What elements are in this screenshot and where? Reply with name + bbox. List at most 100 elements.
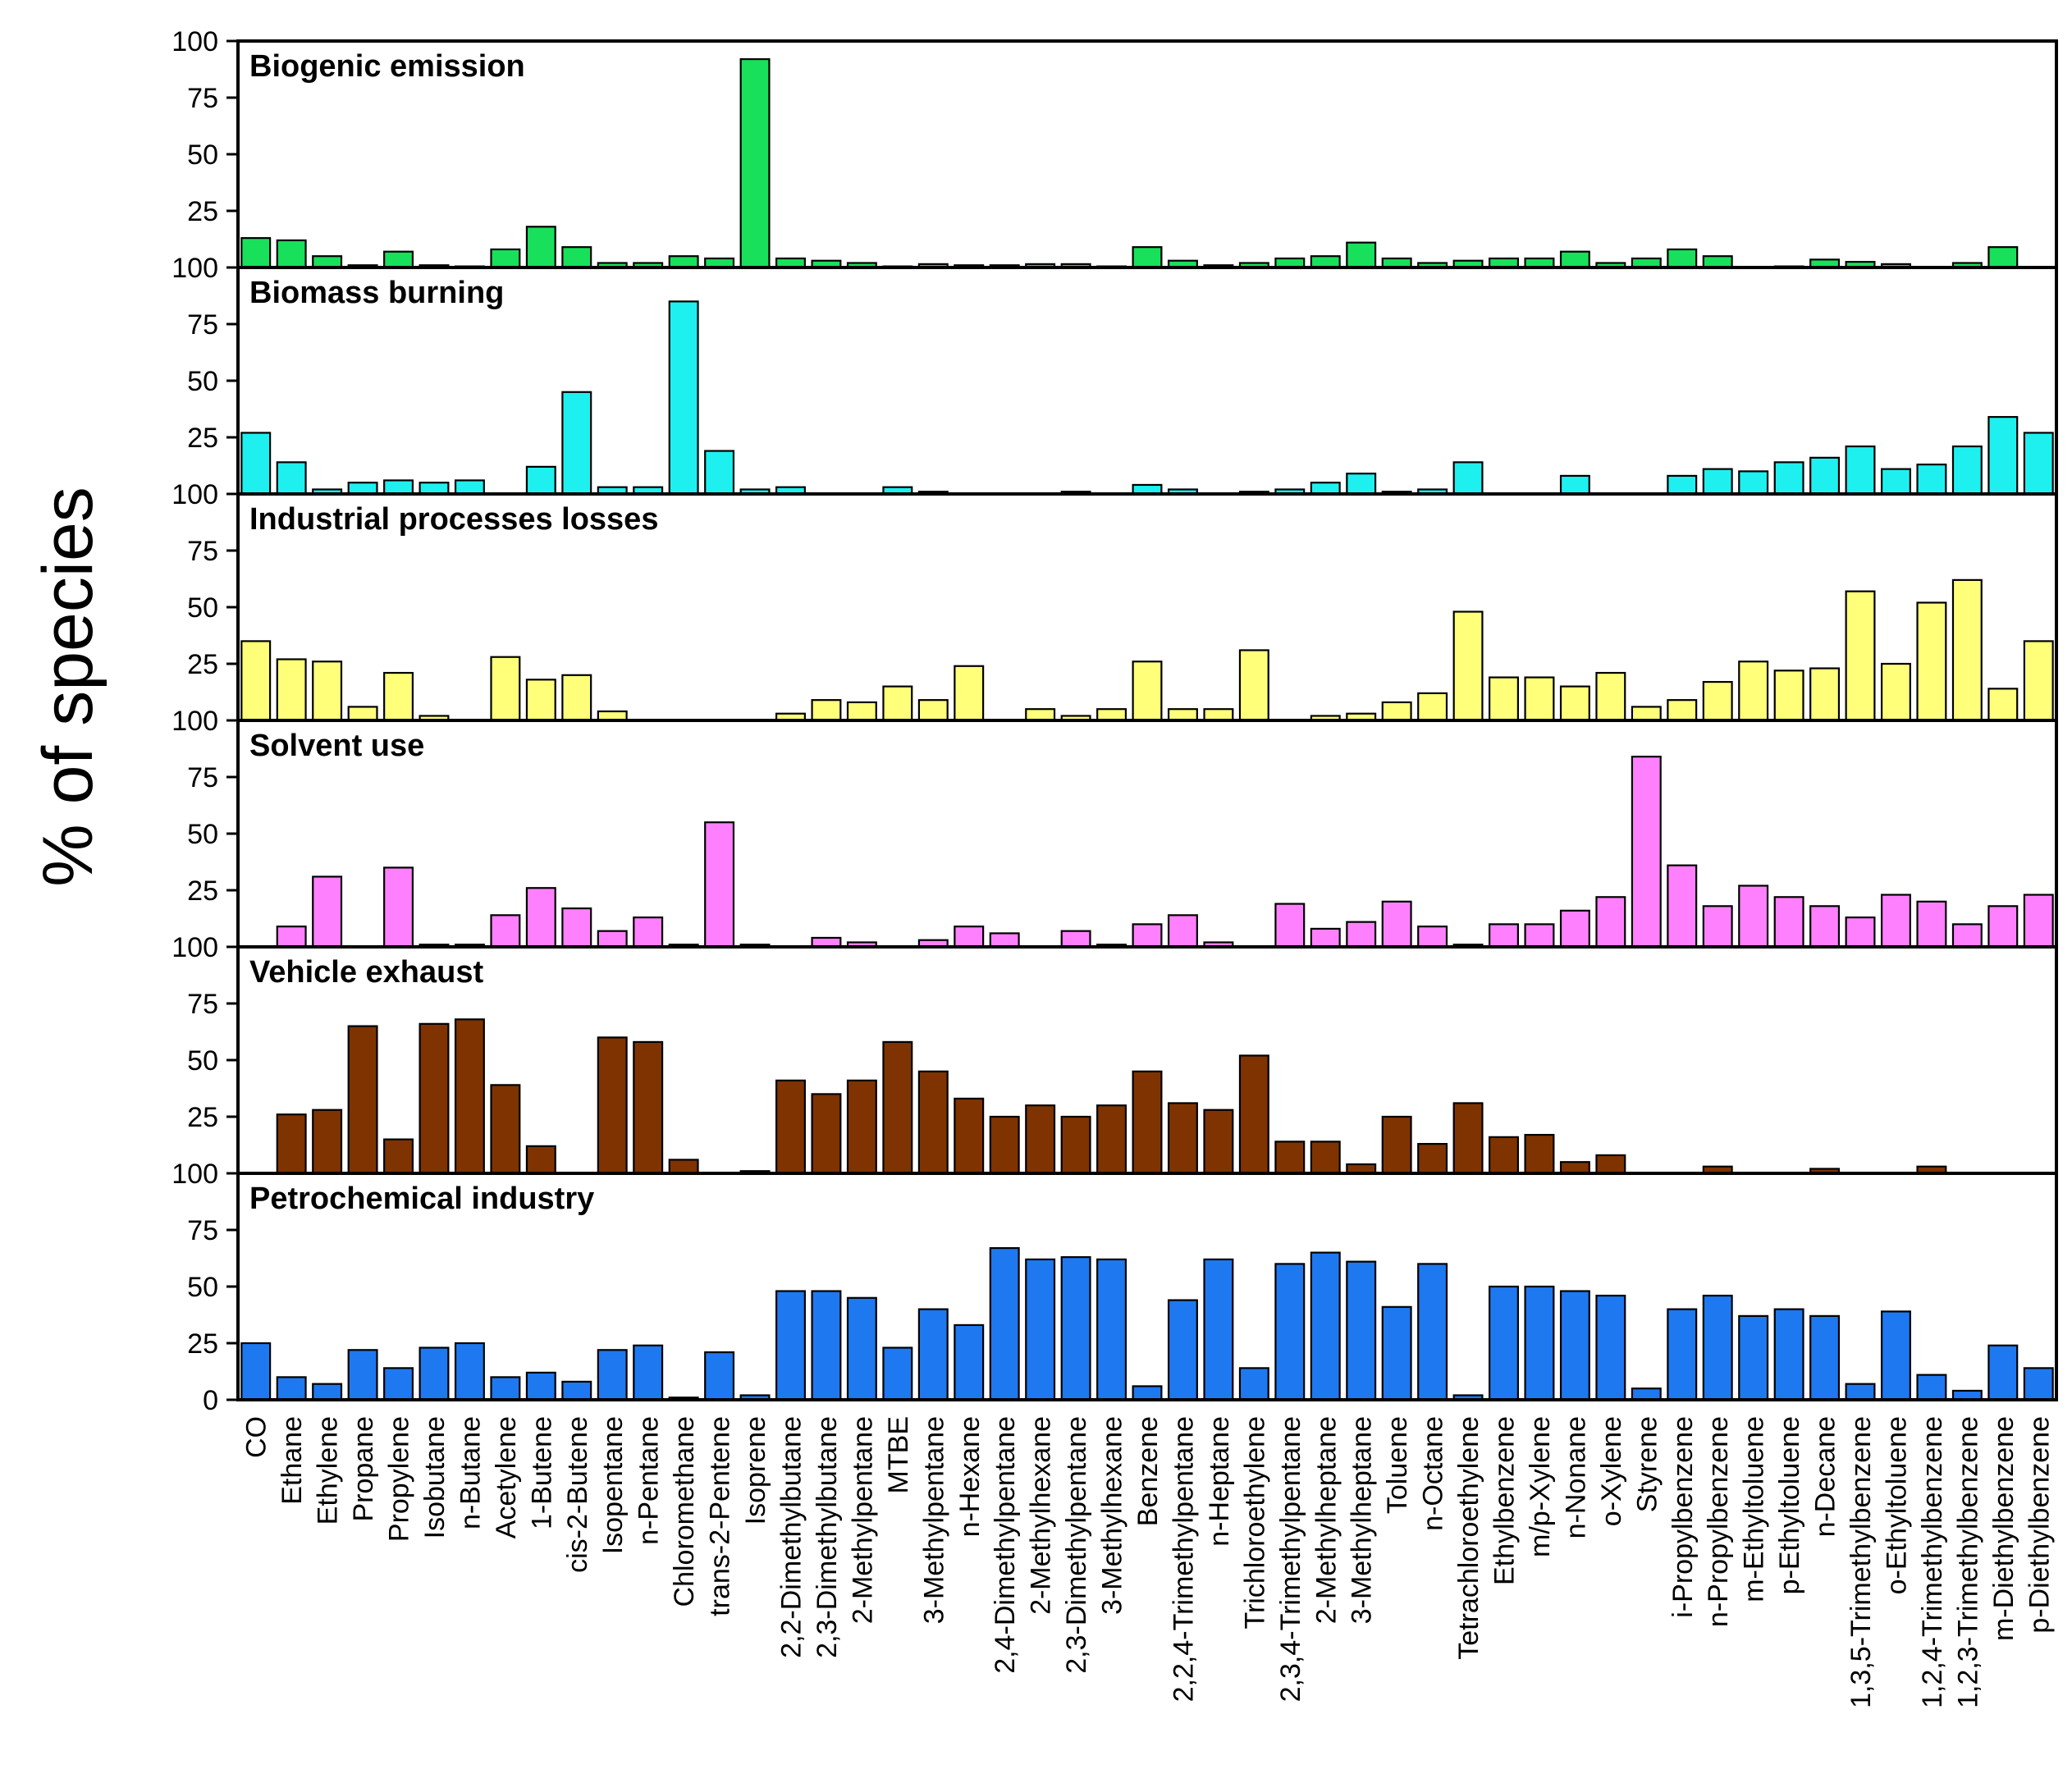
bar-5-24 xyxy=(1096,1258,1127,1401)
bar-4-6 xyxy=(454,1018,485,1175)
bar-1-37 xyxy=(1559,474,1590,496)
bar-5-16 xyxy=(811,1290,842,1401)
y-tick-label: 25 xyxy=(187,1102,218,1133)
bar-4-5 xyxy=(419,1022,450,1175)
bar-1-31 xyxy=(1346,473,1377,496)
bar-2-28 xyxy=(1238,649,1269,722)
bar-4-38 xyxy=(1595,1154,1626,1175)
bar-5-1 xyxy=(276,1376,307,1401)
bar-3-31 xyxy=(1346,921,1377,949)
bar-3-9 xyxy=(561,907,592,949)
bar-0-4 xyxy=(383,250,414,269)
bar-1-34 xyxy=(1452,461,1484,496)
bar-4-2 xyxy=(312,1109,343,1175)
y-axis-label: % of species xyxy=(29,487,107,887)
bar-3-11 xyxy=(633,917,664,949)
bar-2-45 xyxy=(1845,590,1876,722)
category-label: 3-Methylhexane xyxy=(1097,1416,1128,1615)
bar-2-17 xyxy=(846,701,877,722)
category-label: n-Hexane xyxy=(954,1416,986,1537)
bar-5-0 xyxy=(240,1342,272,1401)
y-tick-label: 100 xyxy=(172,932,218,963)
category-label: n-Heptane xyxy=(1204,1416,1235,1547)
category-label: 1,3,5-Trimethylbenzene xyxy=(1846,1416,1877,1708)
bar-2-22 xyxy=(1025,708,1056,722)
category-label: Propylene xyxy=(384,1416,415,1542)
bar-3-45 xyxy=(1845,917,1876,949)
bar-5-10 xyxy=(597,1349,628,1401)
bar-2-27 xyxy=(1203,708,1234,722)
bar-5-49 xyxy=(1987,1344,2019,1401)
bar-0-30 xyxy=(1310,255,1341,269)
bar-4-18 xyxy=(882,1040,913,1175)
bar-4-36 xyxy=(1524,1133,1555,1175)
bar-5-50 xyxy=(2023,1367,2054,1401)
bar-0-40 xyxy=(1667,248,1698,269)
bar-1-43 xyxy=(1773,461,1804,496)
bar-5-39 xyxy=(1631,1387,1662,1401)
category-label: Chloromethane xyxy=(669,1416,700,1607)
bar-3-4 xyxy=(383,866,414,949)
bar-4-16 xyxy=(811,1093,842,1175)
category-label: m-Ethyltoluene xyxy=(1739,1416,1770,1602)
bar-1-4 xyxy=(383,479,414,496)
bar-2-43 xyxy=(1773,670,1804,722)
bar-2-36 xyxy=(1524,676,1555,722)
bar-2-24 xyxy=(1096,708,1127,722)
category-labels-group: CO Ethane Ethylene Propane Propylene Isobutan… xyxy=(241,1416,2056,1708)
bar-5-29 xyxy=(1274,1263,1306,1401)
bar-5-22 xyxy=(1025,1258,1056,1401)
bar-3-50 xyxy=(2023,894,2054,949)
bar-5-13 xyxy=(704,1351,735,1401)
category-label: n-Pentane xyxy=(633,1416,665,1545)
panel-title: Petrochemical industry xyxy=(249,1182,594,1216)
bar-0-14 xyxy=(739,57,771,269)
bar-4-4 xyxy=(383,1138,414,1175)
bar-2-2 xyxy=(312,661,343,722)
category-label: 2,3,4-Trimethylpentane xyxy=(1275,1416,1306,1702)
bar-5-21 xyxy=(989,1246,1020,1401)
bar-5-15 xyxy=(775,1290,806,1401)
bar-0-49 xyxy=(1987,246,2019,269)
bar-3-42 xyxy=(1738,885,1769,949)
bar-5-19 xyxy=(917,1308,949,1401)
bar-5-23 xyxy=(1060,1256,1091,1401)
bar-1-41 xyxy=(1702,468,1733,496)
bar-2-37 xyxy=(1559,685,1590,722)
panels-group: 100 75 50 25 Biogenic emission 100 75 50 25 Bioma… xyxy=(172,26,2058,1416)
category-label: 1,2,3-Trimethylbenzene xyxy=(1952,1416,1983,1708)
bar-1-45 xyxy=(1845,445,1876,496)
y-tick-label: 75 xyxy=(187,762,218,793)
bar-3-7 xyxy=(490,914,521,949)
bar-3-37 xyxy=(1559,909,1590,949)
bar-2-40 xyxy=(1667,699,1698,722)
category-label: Toluene xyxy=(1382,1416,1413,1514)
bar-0-12 xyxy=(668,255,699,269)
bar-2-25 xyxy=(1132,661,1163,722)
bar-5-40 xyxy=(1667,1308,1698,1401)
bar-5-4 xyxy=(383,1367,414,1401)
category-label: o-Ethyltoluene xyxy=(1881,1416,1912,1594)
bar-1-5 xyxy=(419,482,450,496)
category-label: 2,3-Dimethylpentane xyxy=(1061,1416,1092,1674)
category-label: p-Diethylbenzene xyxy=(2024,1416,2055,1634)
bar-5-9 xyxy=(561,1380,592,1401)
bar-2-8 xyxy=(525,679,556,722)
bar-2-41 xyxy=(1702,680,1733,722)
bar-3-32 xyxy=(1381,900,1412,949)
category-label: o-Xylene xyxy=(1596,1416,1627,1526)
bar-5-32 xyxy=(1381,1305,1412,1401)
category-label: 3-Methylheptane xyxy=(1347,1416,1378,1624)
bar-4-15 xyxy=(775,1079,806,1175)
bar-5-8 xyxy=(525,1371,556,1401)
category-label: 2,2,4-Trimethylpentane xyxy=(1168,1416,1199,1702)
bar-3-8 xyxy=(525,887,556,949)
bar-2-42 xyxy=(1738,661,1769,722)
bar-5-18 xyxy=(882,1346,913,1401)
y-tick-label: 100 xyxy=(172,253,218,284)
bar-4-37 xyxy=(1559,1161,1590,1175)
bar-1-9 xyxy=(561,391,592,496)
bar-1-40 xyxy=(1667,474,1698,496)
bar-1-1 xyxy=(276,461,307,496)
bar-2-1 xyxy=(276,658,307,722)
